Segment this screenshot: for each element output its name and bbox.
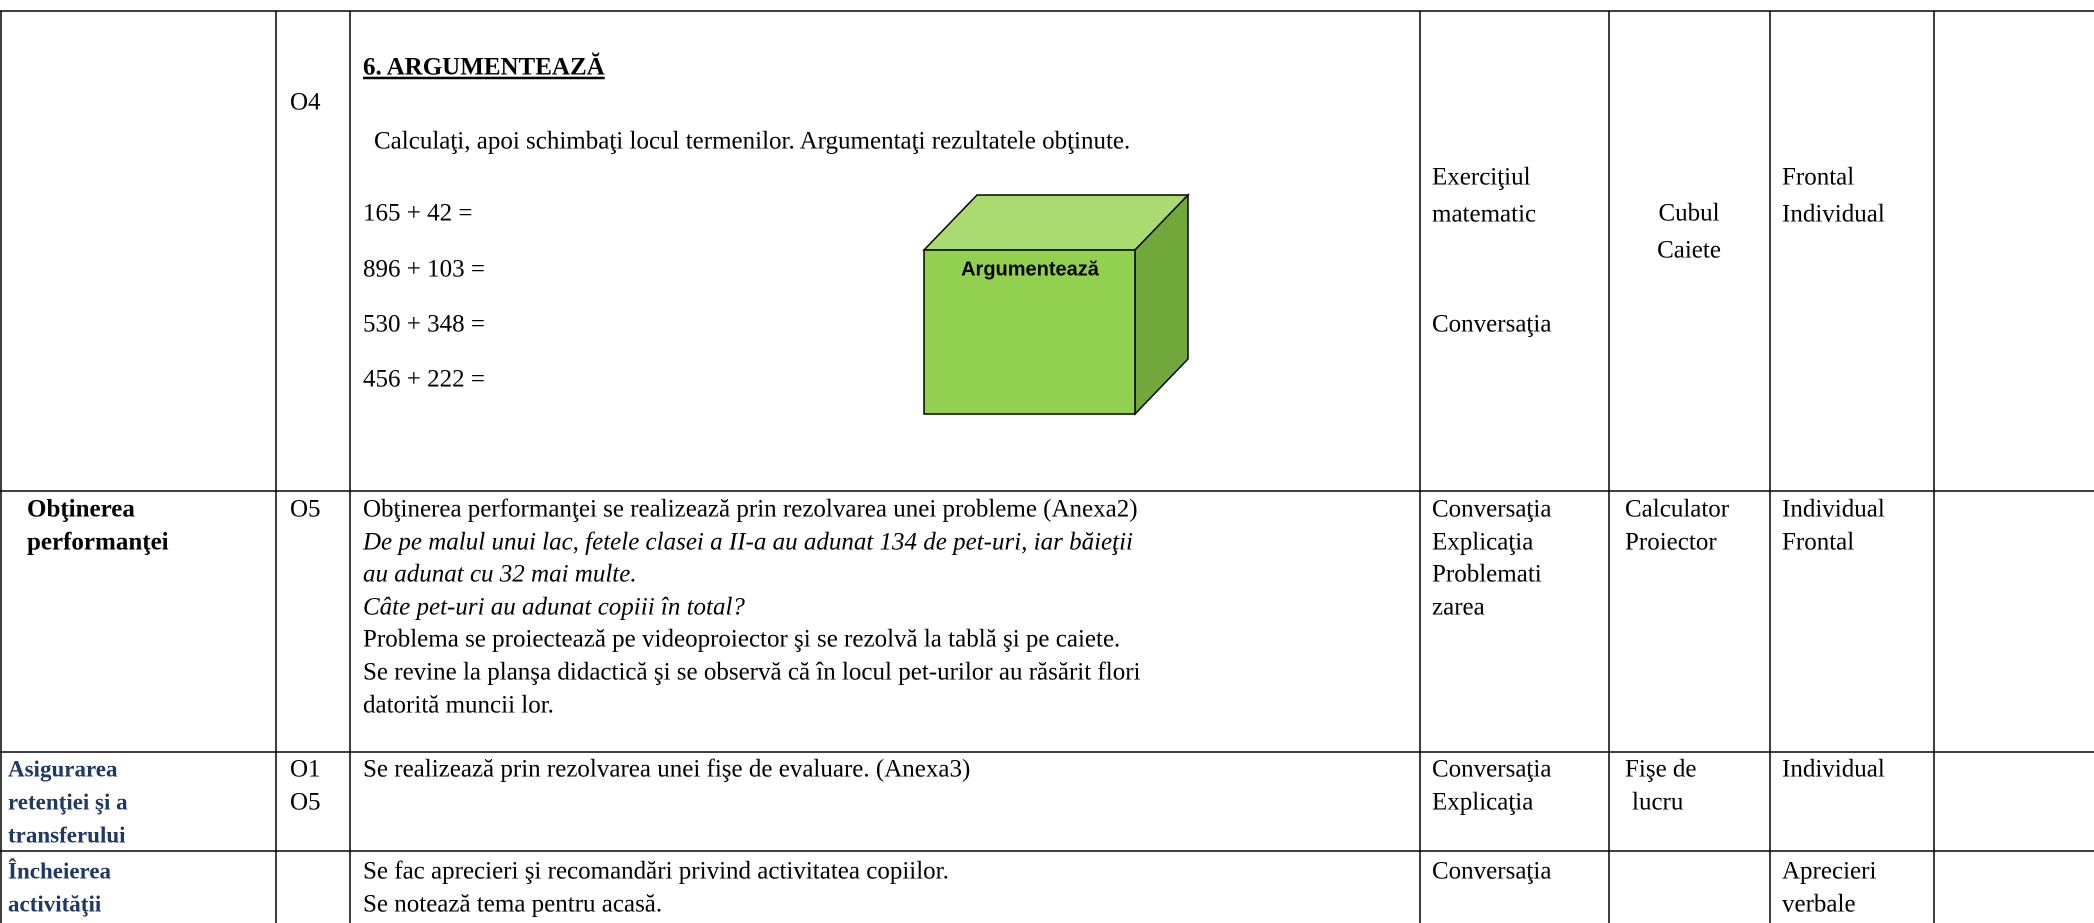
content-line: au adunat cu 32 mai multe.: [363, 561, 637, 588]
content-line: Se realizează prin rezolvarea unei fişe …: [363, 756, 970, 783]
stage: activităţii: [8, 891, 102, 916]
method: Conversaţia: [1432, 311, 1551, 338]
organization: Individual: [1782, 201, 1885, 228]
table-grid: [0, 10, 2094, 923]
content-line: Se revine la planşa didactică şi se obse…: [363, 659, 1141, 686]
method: Problemati: [1432, 561, 1542, 588]
content-line: Se notează tema pentru acasă.: [363, 891, 662, 918]
objective: O1: [290, 756, 321, 783]
method: Explicaţia: [1432, 789, 1533, 816]
organization: Frontal: [1782, 529, 1854, 556]
material: Caiete: [1657, 237, 1721, 264]
cube: Argumentează: [922, 193, 1190, 416]
organization: Individual: [1782, 756, 1885, 783]
cube-label: Argumentează: [961, 258, 1100, 280]
content-line: Se fac aprecieri şi recomandări privind …: [363, 858, 949, 885]
content-line: Câte pet-uri au adunat copiii în total?: [363, 594, 745, 621]
instruction: Calculaţi, apoi schimbaţi locul termenil…: [374, 128, 1130, 155]
material: Cubul: [1658, 200, 1719, 227]
method: zarea: [1432, 594, 1485, 621]
cube-front: [923, 249, 1136, 415]
stage: Asigurarea: [8, 756, 118, 781]
method: Conversaţia: [1432, 756, 1551, 783]
method: Conversaţia: [1432, 496, 1551, 523]
material: Calculator: [1625, 496, 1730, 523]
organization: Aprecieri: [1782, 858, 1876, 885]
exercise: 456 + 222 =: [363, 366, 485, 393]
method: Conversaţia: [1432, 858, 1551, 885]
material: Fişe de: [1625, 756, 1697, 783]
objective: O4: [290, 89, 321, 116]
stage: transferului: [8, 822, 126, 847]
content-line: De pe malul unui lac, fetele clasei a II…: [362, 529, 1133, 556]
content-line: datorită muncii lor.: [363, 692, 554, 719]
section-heading: 6. ARGUMENTEAZĂ: [363, 53, 605, 81]
method: Explicaţia: [1432, 529, 1533, 556]
method: Exerciţiul: [1432, 164, 1531, 191]
stage: performanţei: [27, 529, 169, 556]
content-line: Obţinerea performanţei se realizează pri…: [363, 496, 1138, 523]
exercise: 896 + 103 =: [363, 256, 485, 283]
stage: Încheierea: [8, 857, 112, 883]
exercise: 530 + 348 =: [363, 311, 485, 338]
organization: Frontal: [1782, 164, 1854, 191]
content-line: Problema se proiectează pe videoproiecto…: [363, 626, 1120, 653]
organization: Individual: [1782, 496, 1885, 523]
objective: O5: [290, 789, 321, 816]
exercise: 165 + 42 =: [363, 200, 472, 227]
stage: Obţinerea: [27, 496, 135, 523]
objective: O5: [290, 496, 321, 523]
method: matematic: [1432, 201, 1536, 228]
organization: verbale: [1782, 891, 1856, 918]
material: lucru: [1632, 789, 1684, 816]
material: Proiector: [1625, 529, 1717, 556]
stage: retenţiei şi a: [8, 789, 128, 814]
